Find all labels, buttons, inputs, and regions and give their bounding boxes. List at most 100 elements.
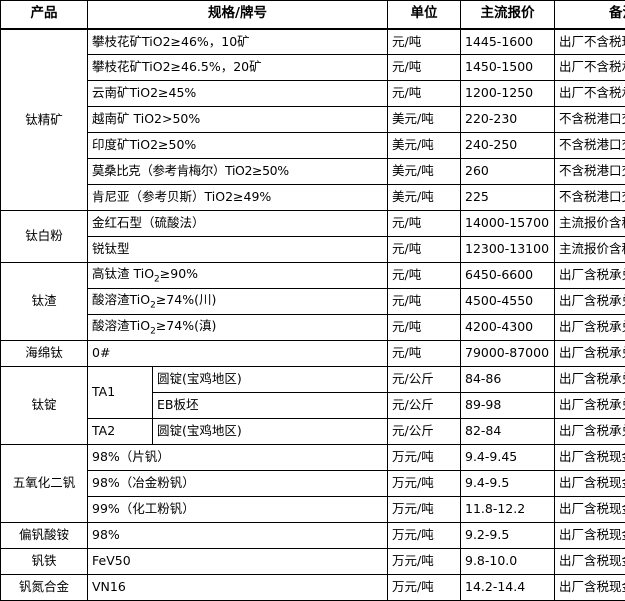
- spec-cell: 酸溶渣TiO2≥74%(川): [88, 289, 388, 315]
- header-spec: 规格/牌号: [88, 1, 388, 29]
- unit-cell: 美元/吨: [388, 185, 461, 211]
- unit-cell: 元/吨: [388, 55, 461, 81]
- price-cell: 84-86: [461, 367, 555, 393]
- header-note: 备注: [555, 1, 625, 29]
- price-cell: 4500-4550: [461, 289, 555, 315]
- price-cell: 82-84: [461, 419, 555, 445]
- unit-cell: 万元/吨: [388, 523, 461, 549]
- spec-cell: 99%（化工粉钒）: [88, 497, 388, 523]
- price-cell: 1445-1600: [461, 29, 555, 55]
- spec-cell: 肯尼亚（参考贝斯）TiO2≥49%: [88, 185, 388, 211]
- price-cell: 14000-15700: [461, 211, 555, 237]
- table-row: 99%（化工粉钒）万元/吨11.8-12.2出厂含税现金价: [1, 497, 625, 523]
- product-label: 钒铁: [1, 549, 88, 575]
- note-cell: 出厂含税承兑价: [555, 419, 625, 445]
- table-body: 钛精矿攀枝花矿TiO2≥46%，10矿元/吨1445-1600出厂不含税现金价攀…: [1, 29, 625, 601]
- spec-cell: 云南矿TiO2≥45%: [88, 81, 388, 107]
- unit-cell: 元/吨: [388, 263, 461, 289]
- grade-label: TA2: [88, 419, 153, 445]
- note-cell: 出厂含税现金价: [555, 575, 625, 601]
- price-cell: 9.4-9.45: [461, 445, 555, 471]
- note-cell: 出厂含税承兑价: [555, 393, 625, 419]
- price-cell: 9.4-9.5: [461, 471, 555, 497]
- unit-cell: 元/公斤: [388, 393, 461, 419]
- table-header: 产品 规格/牌号 单位 主流报价 备注: [1, 1, 625, 29]
- unit-cell: 万元/吨: [388, 445, 461, 471]
- product-label: 五氧化二钒: [1, 445, 88, 523]
- spec-cell: 锐钛型: [88, 237, 388, 263]
- price-cell: 240-250: [461, 133, 555, 159]
- note-cell: 出厂含税承兑价: [555, 263, 625, 289]
- spec-cell: 98%: [88, 523, 388, 549]
- spec-cell: VN16: [88, 575, 388, 601]
- unit-cell: 元/吨: [388, 237, 461, 263]
- header-price: 主流报价: [461, 1, 555, 29]
- product-label: 偏钒酸铵: [1, 523, 88, 549]
- note-cell: 不含税港口交货: [555, 107, 625, 133]
- unit-cell: 万元/吨: [388, 575, 461, 601]
- table-row: 肯尼亚（参考贝斯）TiO2≥49%美元/吨225不含税港口交货: [1, 185, 625, 211]
- unit-cell: 元/吨: [388, 29, 461, 55]
- price-cell: 4200-4300: [461, 315, 555, 341]
- spec-cell: 印度矿TiO2≥50%: [88, 133, 388, 159]
- product-label: 海绵钛: [1, 341, 88, 367]
- spec-cell: FeV50: [88, 549, 388, 575]
- price-cell: 9.2-9.5: [461, 523, 555, 549]
- note-cell: 出厂含税现金价: [555, 471, 625, 497]
- note-cell: 出厂含税现金价: [555, 445, 625, 471]
- note-cell: 出厂含税现金价: [555, 549, 625, 575]
- header-unit: 单位: [388, 1, 461, 29]
- note-cell: 出厂含税承兑价: [555, 289, 625, 315]
- note-cell: 不含税港口交货: [555, 159, 625, 185]
- unit-cell: 元/吨: [388, 81, 461, 107]
- spec-cell: 圆锭(宝鸡地区): [153, 419, 388, 445]
- spec-cell: 圆锭(宝鸡地区): [153, 367, 388, 393]
- unit-cell: 元/公斤: [388, 367, 461, 393]
- price-cell: 11.8-12.2: [461, 497, 555, 523]
- note-cell: 不含税港口交货: [555, 133, 625, 159]
- spec-cell: 攀枝花矿TiO2≥46%，10矿: [88, 29, 388, 55]
- table-row: 98%（冶金粉钒）万元/吨9.4-9.5出厂含税现金价: [1, 471, 625, 497]
- spec-cell: 越南矿 TiO2>50%: [88, 107, 388, 133]
- note-cell: 主流报价含税承兑: [555, 237, 625, 263]
- price-cell: 9.8-10.0: [461, 549, 555, 575]
- spec-cell: 莫桑比克（参考肯梅尔）TiO2≥50%: [88, 159, 388, 185]
- spec-cell: EB板坯: [153, 393, 388, 419]
- unit-cell: 万元/吨: [388, 549, 461, 575]
- table-row: 莫桑比克（参考肯梅尔）TiO2≥50%美元/吨260不含税港口交货: [1, 159, 625, 185]
- unit-cell: 元/公斤: [388, 419, 461, 445]
- note-cell: 出厂含税现金价: [555, 497, 625, 523]
- product-label: 钛渣: [1, 263, 88, 341]
- note-cell: 出厂含税承兑价: [555, 315, 625, 341]
- spec-cell: 酸溶渣TiO2≥74%(滇): [88, 315, 388, 341]
- unit-cell: 万元/吨: [388, 497, 461, 523]
- spec-cell: 攀枝花矿TiO2≥46.5%，20矿: [88, 55, 388, 81]
- note-cell: 主流报价含税承兑: [555, 211, 625, 237]
- header-product: 产品: [1, 1, 88, 29]
- spec-cell: 高钛渣 TiO2≥90%: [88, 263, 388, 289]
- spec-cell: 0#: [88, 341, 388, 367]
- spec-cell: 金红石型（硫酸法）: [88, 211, 388, 237]
- price-cell: 1450-1500: [461, 55, 555, 81]
- spec-cell: 98%（片钒）: [88, 445, 388, 471]
- note-cell: 不含税港口交货: [555, 185, 625, 211]
- note-cell: 出厂不含税现金价: [555, 29, 625, 55]
- note-cell: 出厂不含税承兑价: [555, 55, 625, 81]
- unit-cell: 美元/吨: [388, 107, 461, 133]
- product-label: 钛锭: [1, 367, 88, 445]
